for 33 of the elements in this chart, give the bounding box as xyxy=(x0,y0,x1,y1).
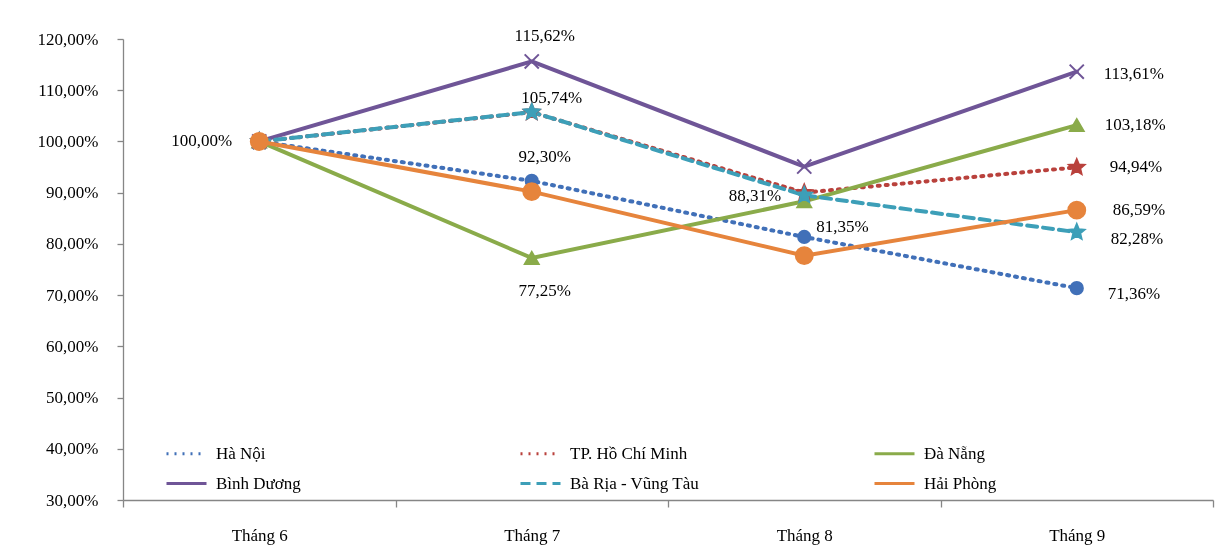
data-label: 113,61% xyxy=(1103,63,1165,83)
legend-label: TP. Hồ Chí Minh xyxy=(570,443,688,463)
data-label: 86,59% xyxy=(1112,200,1166,220)
x-tick-label: Tháng 6 xyxy=(231,525,288,545)
legend-label: Bình Dương xyxy=(216,473,302,493)
legend-label: Bà Rịa - Vũng Tàu xyxy=(570,473,700,493)
data-label: 100,00% xyxy=(171,131,233,151)
y-tick-label: 60,00% xyxy=(46,336,99,356)
y-tick-label: 100,00% xyxy=(37,131,99,151)
y-tick-label: 40,00% xyxy=(46,439,99,459)
y-tick-label: 120,00% xyxy=(37,29,99,49)
y-tick-label: 70,00% xyxy=(46,285,99,305)
data-label: 81,35% xyxy=(816,216,869,236)
legend-label: Đà Nẵng xyxy=(924,443,986,463)
data-label: 82,28% xyxy=(1110,229,1164,249)
data-label: 105,74% xyxy=(521,88,583,108)
data-label: 103,18% xyxy=(1104,115,1166,135)
x-tick-label: Tháng 7 xyxy=(504,525,561,545)
legend-label: Hà Nội xyxy=(216,443,266,463)
legend-label: Hải Phòng xyxy=(924,473,997,493)
y-tick-label: 110,00% xyxy=(38,80,99,100)
data-label: 115,62% xyxy=(514,26,575,46)
data-label: 88,31% xyxy=(728,186,782,206)
data-label: 71,36% xyxy=(1107,284,1161,304)
y-tick-label: 90,00% xyxy=(46,183,99,203)
x-tick-label: Tháng 9 xyxy=(1049,525,1106,545)
data-label: 77,25% xyxy=(518,280,571,300)
data-label: 92,30% xyxy=(518,146,571,166)
y-tick-label: 30,00% xyxy=(46,490,99,510)
x-tick-label: Tháng 8 xyxy=(776,525,833,545)
y-tick-label: 80,00% xyxy=(46,234,99,254)
y-tick-label: 50,00% xyxy=(46,388,99,408)
data-label: 94,94% xyxy=(1109,157,1163,177)
